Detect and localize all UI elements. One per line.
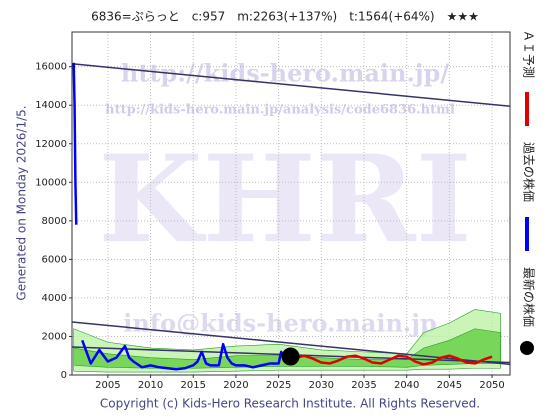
x-tick-label: 2010: [138, 380, 163, 391]
trend-line: [72, 321, 510, 366]
x-tick-label: 2005: [95, 380, 120, 391]
series-line: [72, 62, 285, 371]
y-tick-label: 16000: [35, 62, 67, 73]
x-tick-label: 2045: [437, 380, 462, 391]
legend-label: 最新の株価: [522, 267, 537, 327]
y-tick-label: 0: [61, 370, 67, 381]
x-tick-label: 2025: [266, 380, 291, 391]
latest-point: [281, 347, 300, 366]
watermark: KHRI: [98, 129, 472, 270]
x-tick-label: 2020: [223, 380, 248, 391]
footer: Copyright (c) Kids-Hero Research Institu…: [100, 397, 480, 411]
legend-label: ＡＩ予測: [522, 30, 536, 78]
x-tick-label: 2030: [309, 380, 334, 391]
series-line: [295, 354, 493, 366]
plot-area: [72, 32, 510, 375]
y-tick-label: 14000: [35, 100, 67, 111]
side-text: Generated on Monday 2026/1/5.: [15, 105, 29, 300]
plot-frame: [71, 31, 511, 376]
x-tick-label: 2050: [479, 380, 504, 391]
y-tick-label: 6000: [42, 254, 67, 265]
chart-title: 6836=ぷらっと c:957 m:2263(+137%) t:1564(+64…: [91, 10, 479, 24]
y-tick-label: 2000: [42, 331, 67, 342]
x-tick-label: 2040: [394, 380, 419, 391]
legend-marker: [520, 341, 534, 355]
watermark: info@kids-hero.main.jp: [123, 309, 437, 338]
axes: 0 2000 4000 6000 8000 10000 12000 14000 16000 200…: [35, 62, 505, 391]
trend-line: [72, 63, 510, 107]
x-tick-label: 2035: [351, 380, 376, 391]
watermark: http://kids-hero.main.jp/analysis/code68…: [105, 103, 455, 118]
y-tick-label: 4000: [42, 293, 67, 304]
legend-label: 過去の株価: [522, 142, 537, 202]
y-tick-label: 10000: [35, 177, 67, 188]
watermarks: http://kids-hero.main.jp/http://kids-her…: [98, 59, 472, 338]
y-tick-label: 12000: [35, 139, 67, 150]
x-tick-label: 2015: [181, 380, 206, 391]
watermark: http://kids-hero.main.jp/: [121, 59, 449, 88]
y-tick-label: 8000: [42, 216, 67, 227]
